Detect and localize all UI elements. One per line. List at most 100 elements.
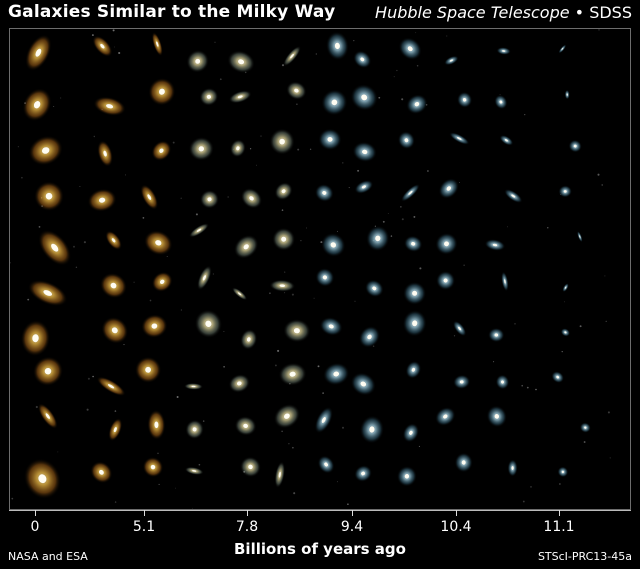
galaxy-core	[449, 59, 453, 62]
galaxy	[142, 456, 164, 478]
galaxy-core	[41, 147, 50, 154]
galaxy	[140, 184, 159, 210]
background-star	[125, 174, 126, 176]
background-star	[83, 241, 86, 244]
galaxy	[184, 466, 204, 475]
galaxy	[354, 465, 372, 482]
galaxy	[25, 34, 52, 71]
galaxy-core	[360, 57, 365, 62]
galaxy-core	[202, 275, 207, 281]
background-star	[180, 197, 182, 199]
galaxy-core	[205, 320, 212, 327]
background-star	[274, 364, 277, 367]
background-star	[192, 507, 194, 509]
background-star	[521, 384, 523, 387]
galaxy	[435, 406, 456, 427]
galaxy-core	[561, 47, 564, 50]
galaxy	[444, 55, 459, 66]
galaxy-core	[564, 286, 567, 289]
background-star	[175, 487, 176, 489]
x-axis-label: Billions of years ago	[234, 540, 406, 558]
galaxy	[499, 134, 514, 146]
background-star	[413, 215, 416, 218]
galaxy-core	[511, 194, 516, 198]
galaxy	[317, 455, 335, 474]
background-star	[269, 292, 271, 295]
background-star	[92, 375, 94, 378]
galaxy-core	[107, 384, 115, 389]
galaxy-core	[111, 327, 118, 334]
galaxy	[353, 50, 372, 69]
galaxy-core	[150, 464, 156, 470]
galaxy-field	[10, 29, 611, 509]
galaxy	[403, 235, 423, 253]
background-star	[223, 331, 225, 333]
galaxy	[93, 96, 126, 116]
background-star	[227, 196, 229, 198]
galaxy	[96, 376, 126, 397]
galaxy	[227, 50, 255, 74]
header: Galaxies Similar to the Milky Way Hubble…	[0, 0, 640, 28]
galaxy	[234, 416, 257, 436]
background-star	[284, 292, 286, 294]
background-star	[559, 483, 561, 485]
galaxy	[151, 271, 173, 292]
galaxy	[189, 223, 209, 238]
x-axis-line	[9, 510, 631, 511]
galaxy	[359, 415, 385, 444]
galaxy-core	[43, 290, 53, 296]
galaxy-core	[504, 279, 506, 284]
galaxy-core	[281, 236, 287, 242]
background-star	[172, 141, 175, 144]
galaxy	[37, 403, 58, 429]
background-star	[284, 271, 286, 273]
galaxy	[20, 320, 51, 357]
galaxy-core	[290, 53, 294, 59]
galaxy-core	[446, 186, 452, 191]
galaxy	[151, 140, 172, 161]
background-star	[260, 135, 262, 137]
background-star	[17, 146, 19, 148]
background-star	[142, 217, 145, 219]
background-star	[535, 388, 537, 391]
galaxy	[34, 181, 64, 212]
galaxy	[105, 230, 122, 250]
galaxy	[272, 227, 296, 251]
galaxy-core	[191, 385, 196, 388]
galaxy	[184, 382, 203, 390]
galaxy-core	[111, 238, 116, 243]
background-star	[35, 405, 38, 409]
background-star	[27, 298, 30, 301]
background-star	[605, 320, 607, 323]
galaxy-core	[192, 427, 197, 432]
galaxy	[200, 189, 219, 209]
background-star	[583, 441, 586, 443]
background-star	[309, 148, 312, 150]
background-star	[223, 366, 225, 368]
galaxy-core	[110, 282, 117, 289]
galaxy	[364, 279, 384, 298]
x-tick-label: 9.4	[340, 519, 364, 535]
galaxy	[92, 35, 113, 57]
galaxy-core	[511, 466, 514, 470]
galaxy	[435, 232, 458, 255]
background-star	[446, 35, 448, 37]
galaxy-core	[322, 275, 327, 280]
credit-separator: •	[569, 3, 590, 22]
galaxy-core	[566, 93, 568, 96]
galaxy-core	[33, 101, 41, 109]
background-star	[601, 184, 603, 186]
background-star	[524, 113, 526, 116]
background-star	[291, 293, 294, 296]
background-star	[597, 173, 600, 176]
background-star	[418, 445, 420, 447]
credit-survey: SDSS	[589, 3, 632, 22]
background-star	[561, 350, 563, 353]
x-tick-label: 7.8	[235, 519, 259, 535]
galaxy	[188, 136, 214, 161]
galaxy	[366, 225, 390, 252]
galaxy	[453, 374, 471, 390]
galaxy-core	[492, 243, 498, 247]
galaxy-core	[404, 138, 409, 143]
galaxy-core	[584, 426, 587, 429]
